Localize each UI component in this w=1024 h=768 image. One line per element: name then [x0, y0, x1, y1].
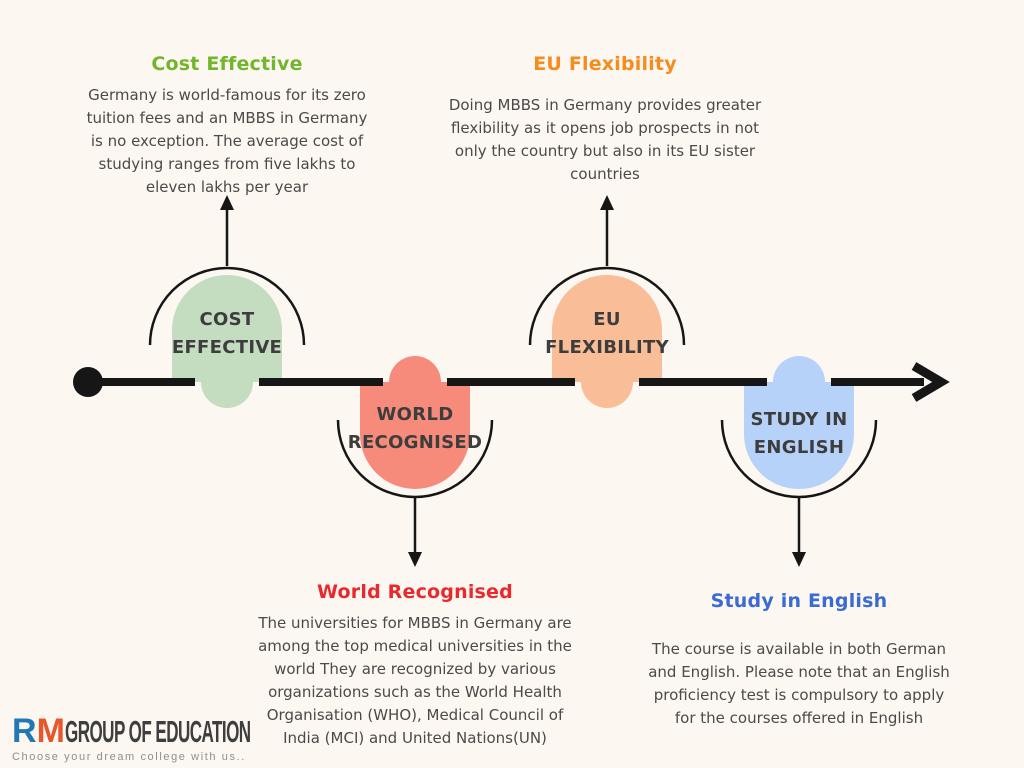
- timeline-arrowhead-icon: [911, 362, 950, 402]
- logo-name: GROUP OF EDUCATION: [64, 714, 251, 749]
- section-body-cost-effective: Germany is world-famous for its zero tui…: [86, 86, 368, 196]
- badge-arc-world-recognised: [336, 419, 494, 499]
- logo-letter-m: M: [36, 712, 65, 750]
- badge-shape-cost-effective: [172, 275, 282, 408]
- arrow-up-icon: [220, 195, 234, 210]
- badge-arc-study-in-english: [720, 419, 878, 499]
- badge-arc-cost-effective: [148, 266, 306, 346]
- badge-shape-eu-flexibility: [552, 275, 662, 408]
- badge-label-eu-flexibility: EU FLEXIBILITY: [545, 309, 669, 358]
- badge-label-cost-effective: COST EFFECTIVE: [171, 309, 283, 358]
- badge-label-study-in-english: STUDY IN ENGLISH: [750, 409, 848, 458]
- logo-tagline: Choose your dream college with us..: [12, 751, 246, 763]
- arrow-down-icon: [792, 552, 806, 567]
- section-heading-world-recognised: World Recognised: [317, 581, 513, 603]
- logo-letter-r: R: [12, 712, 37, 750]
- badge-shape-study-in-english: [744, 356, 854, 489]
- badge-label-world-recognised: WORLD RECOGNISED: [347, 404, 483, 453]
- timeline-start-dot: [73, 367, 103, 397]
- badge-shape-world-recognised: [360, 356, 470, 489]
- rm-group-logo: R M GROUP OF EDUCATION Choose your dream…: [12, 714, 272, 763]
- badge-arc-eu-flexibility: [528, 266, 686, 346]
- arrow-down-icon: [408, 552, 422, 567]
- section-heading-study-in-english: Study in English: [710, 590, 888, 612]
- section-body-eu-flexibility: Doing MBBS in Germany provides greater f…: [448, 96, 762, 183]
- section-heading-cost-effective: Cost Effective: [151, 53, 303, 75]
- section-body-study-in-english: The course is available in both German a…: [648, 640, 950, 727]
- arrow-up-icon: [600, 195, 614, 210]
- section-body-world-recognised: The universities for MBBS in Germany are…: [258, 614, 572, 747]
- section-heading-eu-flexibility: EU Flexibility: [533, 53, 677, 75]
